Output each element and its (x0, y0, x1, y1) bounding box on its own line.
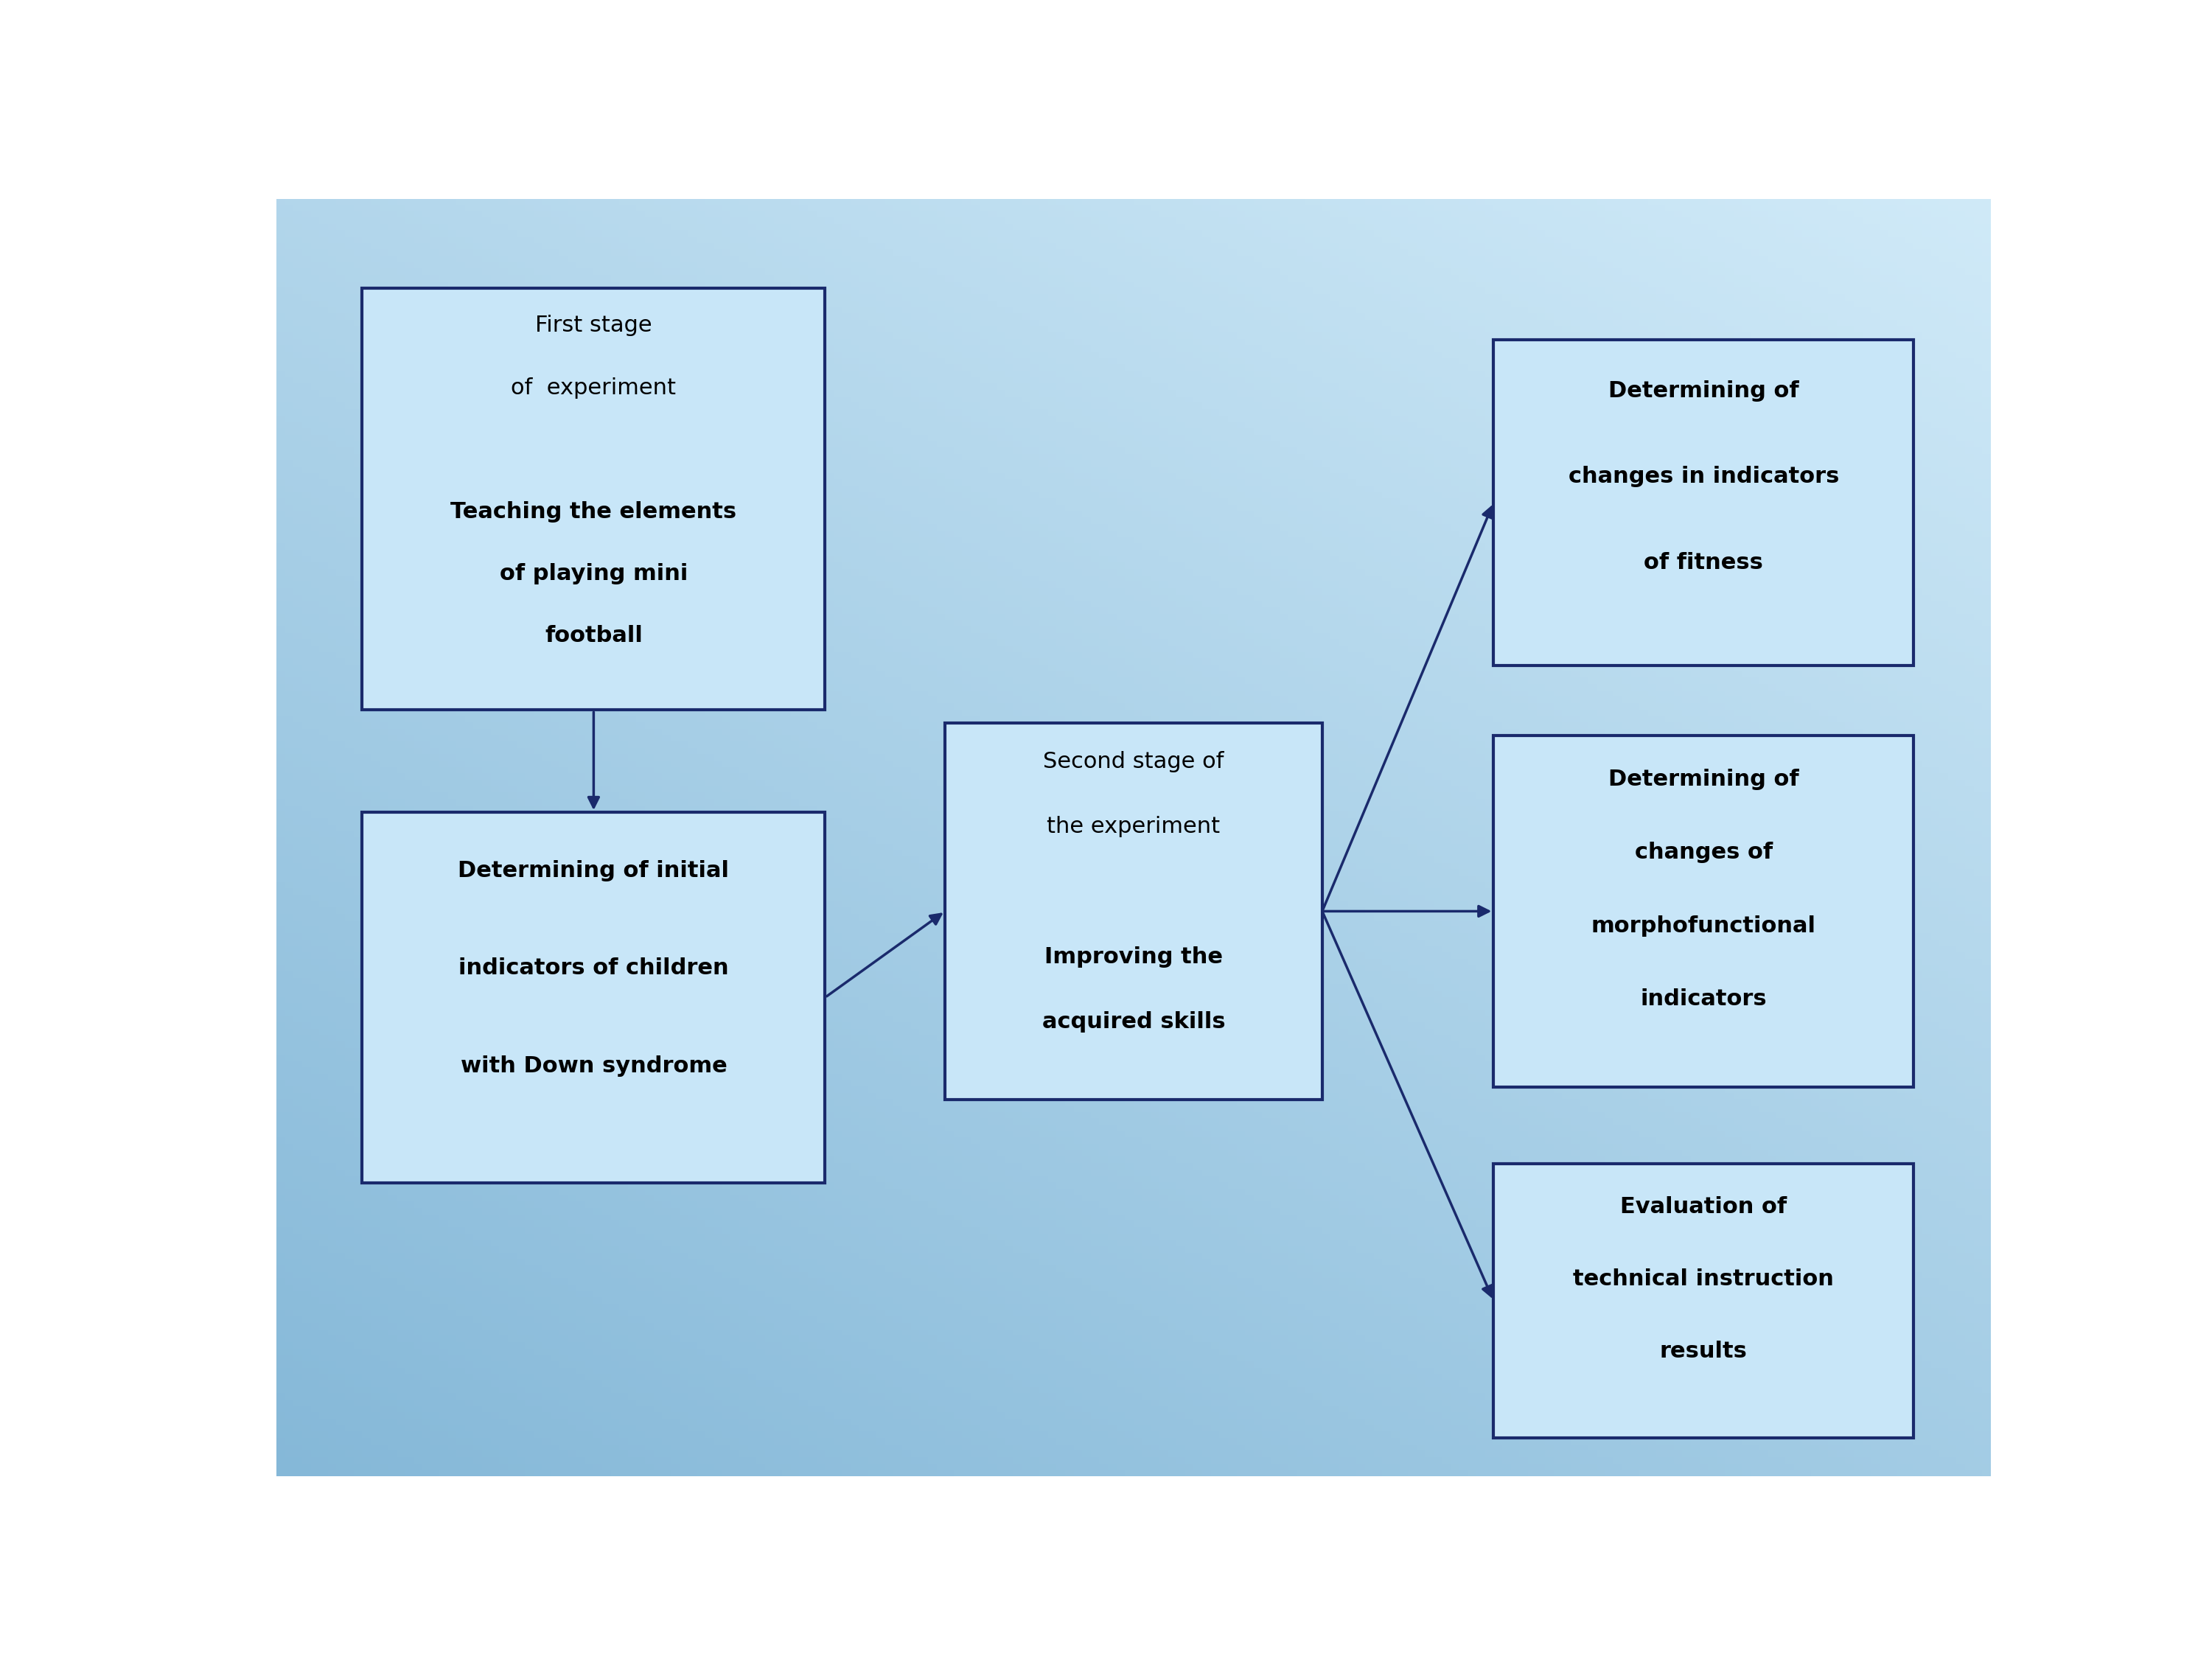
Text: Second stage of: Second stage of (1044, 752, 1223, 773)
Text: football: football (544, 625, 644, 647)
Text: acquired skills: acquired skills (1042, 1010, 1225, 1032)
Text: Evaluation of: Evaluation of (1621, 1196, 1787, 1218)
Text: indicators of children: indicators of children (458, 957, 728, 979)
Text: Determining of: Determining of (1608, 380, 1798, 401)
Text: the experiment: the experiment (1046, 816, 1221, 838)
Text: with Down syndrome: with Down syndrome (460, 1055, 728, 1077)
FancyBboxPatch shape (945, 723, 1323, 1100)
Text: Improving the: Improving the (1044, 946, 1223, 967)
Text: results: results (1659, 1340, 1747, 1362)
Text: First stage: First stage (535, 315, 653, 337)
Text: indicators: indicators (1641, 989, 1767, 1010)
Text: changes in indicators: changes in indicators (1568, 466, 1838, 488)
Text: Determining of: Determining of (1608, 768, 1798, 790)
Text: changes of: changes of (1635, 843, 1772, 863)
Text: technical instruction: technical instruction (1573, 1269, 1834, 1289)
FancyBboxPatch shape (363, 813, 825, 1183)
Text: of playing mini: of playing mini (500, 562, 688, 584)
FancyBboxPatch shape (363, 289, 825, 710)
FancyBboxPatch shape (1493, 340, 1913, 665)
FancyBboxPatch shape (1493, 1163, 1913, 1438)
Text: of  experiment: of experiment (511, 377, 677, 398)
Text: Teaching the elements: Teaching the elements (451, 501, 737, 523)
FancyBboxPatch shape (1493, 735, 1913, 1087)
Text: of fitness: of fitness (1644, 552, 1763, 572)
Text: morphofunctional: morphofunctional (1590, 916, 1816, 937)
Text: Determining of initial: Determining of initial (458, 859, 730, 881)
